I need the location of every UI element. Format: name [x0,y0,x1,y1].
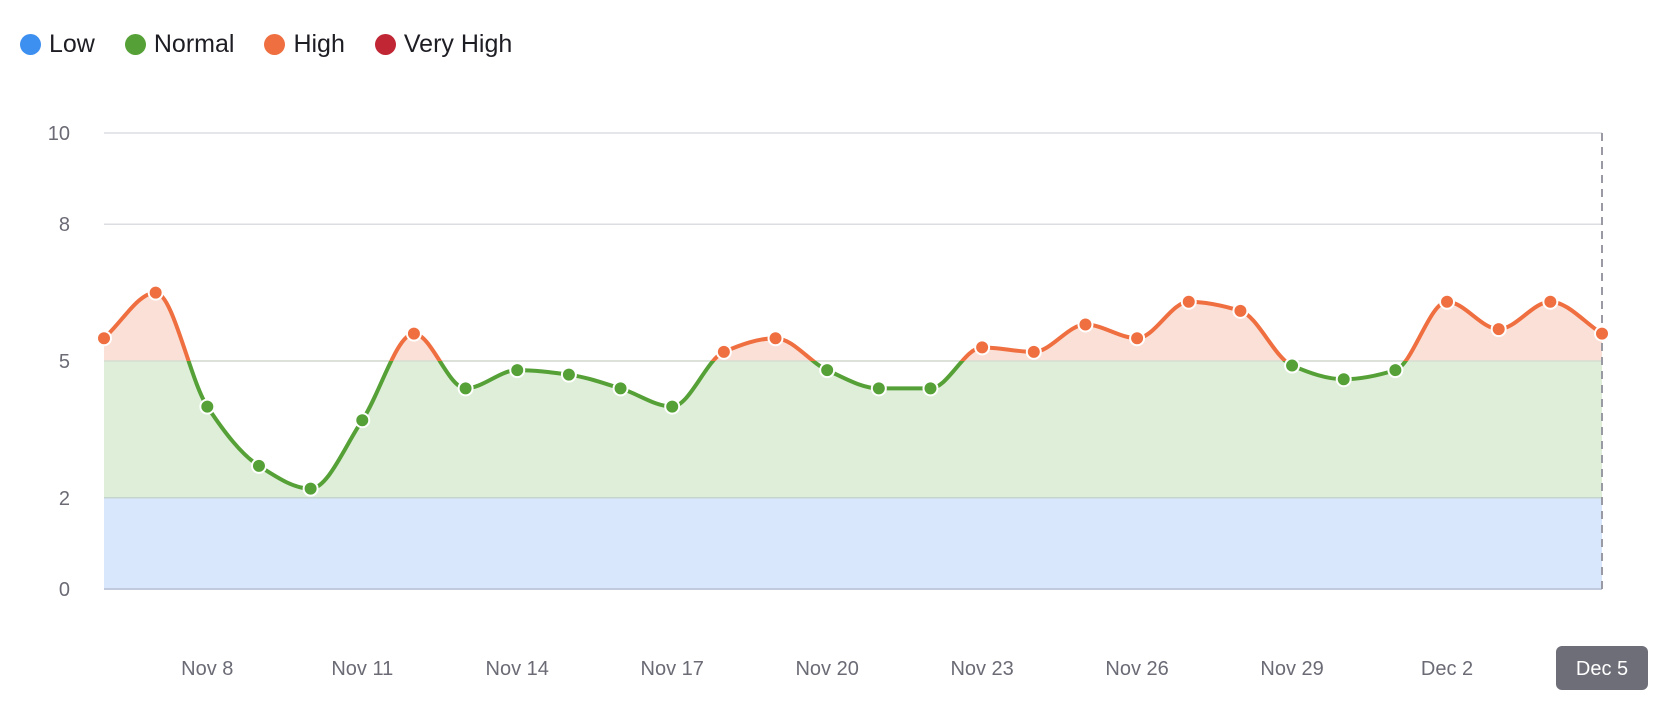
data-point [405,325,422,342]
legend-item-very-high[interactable]: Very High [374,30,513,59]
data-point [250,457,267,474]
data-point [715,343,732,360]
highlighted-x-tick-label: Dec 5 [1576,658,1628,680]
legend: Low Normal High Very High [20,30,542,59]
legend-label: Very High [403,30,513,58]
legend-label: High [293,30,345,58]
data-point [560,366,577,383]
highlighted-x-label-bg [1556,646,1648,690]
data-point [664,398,681,415]
data-point [1180,293,1197,310]
x-tick-label: Nov 20 [795,658,858,680]
area-high [104,292,1602,361]
data-point [1490,321,1507,338]
area-low [104,497,1602,589]
legend-item-low[interactable]: Low [20,30,95,59]
data-point [96,330,112,347]
data-point [1542,293,1559,310]
legend-label: Normal [153,30,235,58]
x-tick-label: Nov 23 [950,658,1013,680]
data-point [1387,362,1404,379]
x-tick-label: Nov 29 [1260,658,1323,680]
data-point [974,339,991,356]
data-point [870,380,887,397]
legend-dot-icon [124,34,146,55]
area-normal [104,361,1602,498]
legend-item-high[interactable]: High [264,30,345,59]
legend-dot-icon [264,34,286,55]
data-point [1077,316,1094,333]
series-line-normal [186,361,1409,491]
data-point [1335,371,1352,388]
data-point [922,380,939,397]
data-point [1439,293,1456,310]
y-tick-label: 5 [59,351,70,373]
legend-dot-icon [374,34,396,55]
data-point [767,330,784,347]
data-point [509,362,526,379]
data-point [1129,330,1146,347]
legend-dot-icon [20,34,41,55]
y-tick-label: 10 [48,123,70,145]
data-point [612,380,629,397]
data-point [457,380,474,397]
data-point [1025,343,1042,360]
data-point [1594,325,1610,342]
data-point [354,412,371,429]
data-point [1284,357,1301,374]
data-point [1232,302,1249,319]
y-tick-label: 2 [59,488,70,510]
data-point [147,284,164,301]
x-tick-label: Nov 8 [181,658,233,680]
y-tick-label: 0 [59,579,70,601]
x-tick-label: Nov 11 [331,658,393,680]
x-tick-label: Nov 17 [641,658,704,680]
data-point [819,362,836,379]
x-tick-label: Nov 14 [486,658,549,680]
legend-label: Low [49,30,95,58]
legend-item-normal[interactable]: Normal [124,30,235,59]
data-point [199,398,216,415]
x-tick-label: Dec 2 [1421,658,1473,680]
x-tick-label: Nov 26 [1105,658,1168,680]
data-point [302,480,319,497]
y-tick-label: 8 [59,214,70,236]
